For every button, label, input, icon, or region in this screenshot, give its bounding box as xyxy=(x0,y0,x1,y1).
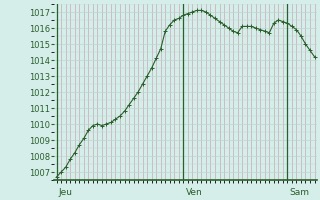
Text: Sam: Sam xyxy=(290,188,310,197)
Text: Ven: Ven xyxy=(186,188,202,197)
Text: Jeu: Jeu xyxy=(59,188,73,197)
